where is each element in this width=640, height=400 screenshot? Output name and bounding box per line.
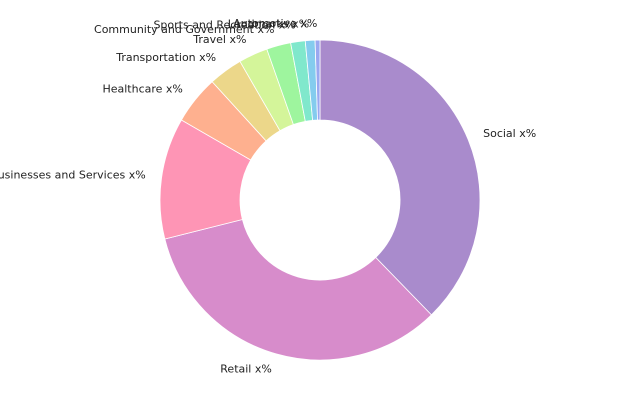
labels-group: Social x% Retail x% Businesses and Service… [0,17,536,375]
slice-9 [314,39,321,121]
slice-label-2: Businesses and Services x% [0,169,146,182]
slice-label-8: Landmarks x% [228,17,309,30]
slice-label-0: Social x% [483,127,536,140]
slice-label-9: Automotive x% [233,17,317,30]
slice-0 [319,39,481,316]
slices-group [159,39,481,361]
slice-label-4: Transportation x% [115,51,216,64]
slice-label-3: Healthcare x% [102,83,182,96]
slice-label-1: Retail x% [220,362,272,375]
slice-1 [164,219,432,361]
slice-label-5: Travel x% [192,33,246,46]
slice-label-7: Sports and Recreation x% [153,19,295,32]
slice-label-6: Community and Government x% [94,23,274,36]
